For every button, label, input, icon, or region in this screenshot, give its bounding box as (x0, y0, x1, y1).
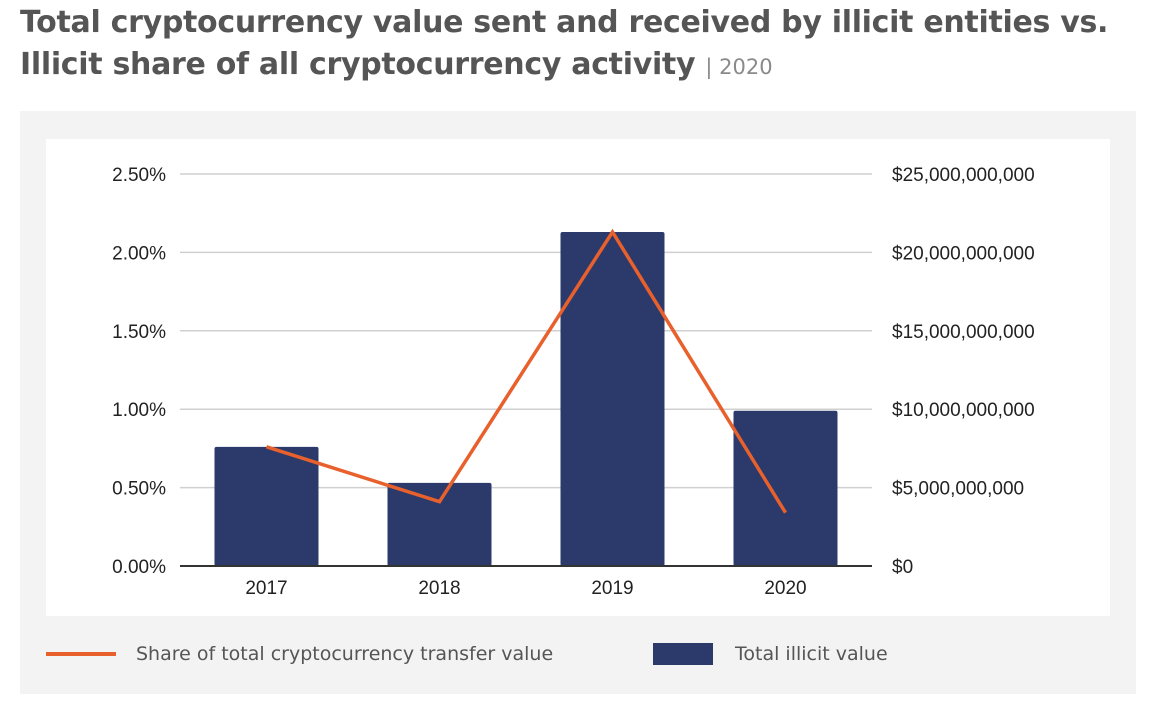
legend-line-swatch (46, 652, 116, 656)
bar-2018 (387, 482, 492, 566)
y-left-tick-label: 1.00% (112, 400, 166, 421)
legend-bar-label: Total illicit value (735, 643, 888, 665)
bar-2017 (214, 446, 319, 566)
y-left-tick-label: 2.00% (112, 243, 166, 264)
chart-title-year: | 2020 (705, 55, 772, 79)
legend-bar-swatch (653, 643, 713, 665)
y-left-tick-label: 0.50% (112, 479, 166, 500)
x-tick-label: 2017 (245, 578, 287, 599)
combo-chart: 0.00% 0.50% 1.00% 1.50% 2.00% 2.50% $0 $5,000,0… (112, 165, 1035, 599)
chart-title-main: Total cryptocurrency value sent and rece… (20, 5, 1109, 82)
legend-item-line: Share of total cryptocurrency transfer v… (46, 641, 553, 667)
title-year-text: 2020 (719, 55, 773, 79)
share-line (265, 228, 787, 514)
y-right-tick-label: $15,000,000,000 (892, 322, 1035, 343)
y-right-tick-label: $0 (892, 557, 913, 578)
plot-area: 0.00% 0.50% 1.00% 1.50% 2.00% 2.50% $0 $5,000,0… (46, 139, 1110, 616)
y-right-tick-label: $20,000,000,000 (892, 243, 1035, 264)
bar-2019 (560, 232, 665, 566)
x-tick-label: 2020 (764, 578, 806, 599)
y-right-tick-label: $5,000,000,000 (892, 479, 1024, 500)
legend-item-bar: Total illicit value (653, 641, 888, 667)
title-separator: | (705, 55, 713, 79)
y-right-tick-label: $25,000,000,000 (892, 165, 1035, 186)
y-right-tick-label: $10,000,000,000 (892, 400, 1035, 421)
chart-title: Total cryptocurrency value sent and rece… (20, 2, 1140, 88)
y-left-tick-label: 0.00% (112, 557, 166, 578)
legend-line-label: Share of total cryptocurrency transfer v… (136, 643, 554, 665)
x-tick-label: 2019 (591, 578, 633, 599)
chart-panel: 0.00% 0.50% 1.00% 1.50% 2.00% 2.50% $0 $5,000,0… (20, 111, 1136, 694)
y-left-tick-label: 1.50% (112, 322, 166, 343)
x-tick-label: 2018 (418, 578, 460, 599)
bar-2020 (733, 410, 838, 566)
y-left-tick-label: 2.50% (112, 165, 166, 186)
